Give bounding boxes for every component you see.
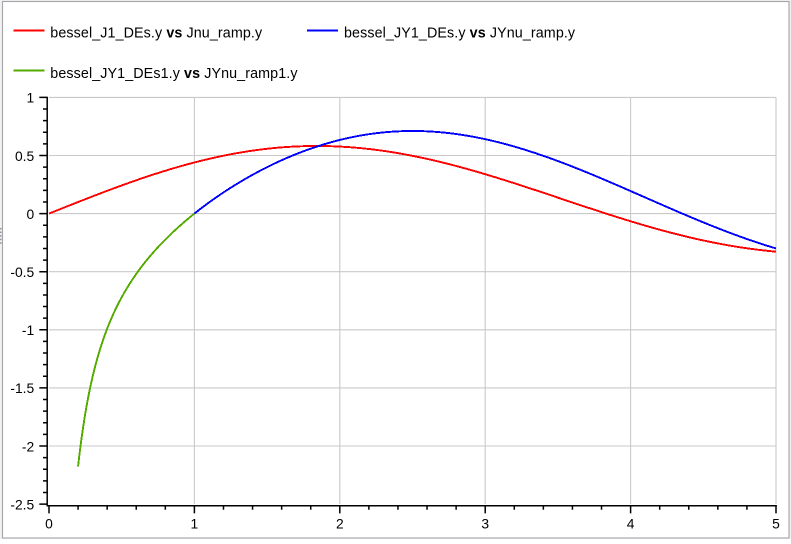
- svg-text:1: 1: [191, 516, 199, 532]
- svg-text:4: 4: [627, 516, 635, 532]
- svg-text:-0.5: -0.5: [10, 264, 34, 280]
- svg-text:2: 2: [336, 516, 344, 532]
- svg-text:1: 1: [26, 90, 34, 106]
- svg-text:3: 3: [481, 516, 489, 532]
- svg-text:-2.5: -2.5: [10, 496, 34, 512]
- svg-text:bessel_JY1_DEs1.y vs JYnu_ramp: bessel_JY1_DEs1.y vs JYnu_ramp1.y: [50, 66, 298, 82]
- svg-text:-2: -2: [22, 438, 34, 454]
- svg-text:0.5: 0.5: [15, 148, 35, 164]
- svg-text:0: 0: [26, 206, 34, 222]
- svg-text:-1: -1: [22, 322, 35, 338]
- svg-text:-1.5: -1.5: [10, 380, 34, 396]
- svg-text:0: 0: [45, 516, 53, 532]
- svg-text:bessel_J1_DEs.y vs Jnu_ramp.y: bessel_J1_DEs.y vs Jnu_ramp.y: [50, 25, 263, 41]
- svg-text:5: 5: [772, 516, 780, 532]
- svg-text:bessel_JY1_DEs.y vs JYnu_ramp.: bessel_JY1_DEs.y vs JYnu_ramp.y: [344, 25, 576, 41]
